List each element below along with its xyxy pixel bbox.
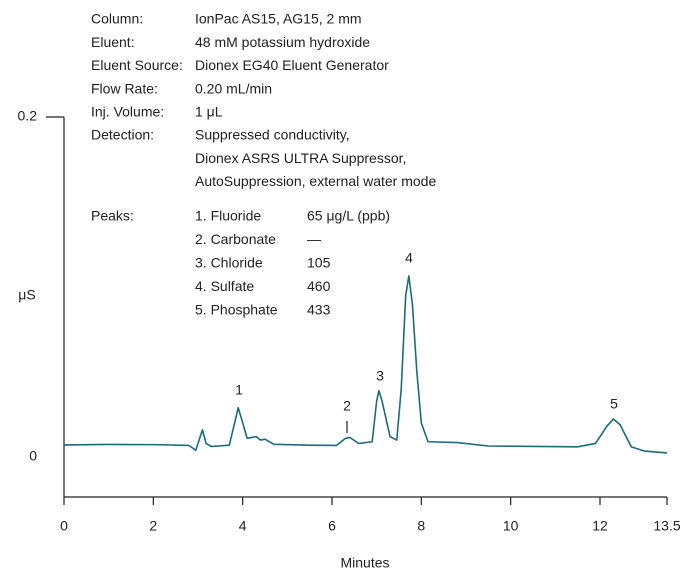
peak-label: 5 xyxy=(610,396,618,412)
condition-label: Column: xyxy=(91,11,143,27)
peak-amount: 105 xyxy=(307,254,331,270)
condition-value: 1 μL xyxy=(195,104,223,120)
condition-value: Suppressed conductivity, xyxy=(195,127,350,143)
x-tick-label: 4 xyxy=(239,518,247,534)
chromatogram-line xyxy=(63,275,668,454)
peak-amount: 433 xyxy=(307,301,331,317)
peak-name: 3. Chloride xyxy=(195,254,263,270)
condition-value: AutoSuppression, external water mode xyxy=(195,173,436,189)
x-tick-label: 12 xyxy=(592,518,608,534)
condition-label: Eluent: xyxy=(91,34,135,50)
y-tick-label: 0.2 xyxy=(18,108,38,124)
condition-value: Dionex EG40 Eluent Generator xyxy=(195,57,389,73)
condition-value: 48 mM potassium hydroxide xyxy=(195,34,370,50)
y-axis-label: μS xyxy=(18,287,35,303)
x-tick-label: 8 xyxy=(417,518,425,534)
x-tick-label: 6 xyxy=(328,518,336,534)
condition-label: Inj. Volume: xyxy=(91,104,164,120)
condition-label: Detection: xyxy=(91,127,154,143)
peak-label: 3 xyxy=(376,368,384,384)
y-tick-label: 0 xyxy=(29,448,37,464)
peak-name: 2. Carbonate xyxy=(195,231,276,247)
peak-amount: 460 xyxy=(307,278,331,294)
x-axis-label: Minutes xyxy=(340,555,389,571)
peak-amount: — xyxy=(307,231,321,247)
x-tick-label: 13.5 xyxy=(653,518,680,534)
condition-label: Eluent Source: xyxy=(91,57,183,73)
peak-label: 2 xyxy=(343,398,351,414)
condition-label: Flow Rate: xyxy=(91,80,158,96)
condition-value: IonPac AS15, AG15, 2 mm xyxy=(195,11,362,27)
peak-label: 1 xyxy=(235,382,243,398)
x-tick-label: 0 xyxy=(60,518,68,534)
peaks-label: Peaks: xyxy=(91,207,134,223)
x-tick-label: 2 xyxy=(149,518,157,534)
peak-name: 5. Phosphate xyxy=(195,301,278,317)
peak-name: 4. Sulfate xyxy=(195,278,254,294)
peak-amount: 65 μg/L (ppb) xyxy=(307,207,390,223)
condition-value: Dionex ASRS ULTRA Suppressor, xyxy=(195,150,406,166)
peak-name: 1. Fluoride xyxy=(195,207,261,223)
peak-label: 4 xyxy=(405,250,413,266)
x-tick-label: 10 xyxy=(503,518,519,534)
condition-value: 0.20 mL/min xyxy=(195,80,272,96)
